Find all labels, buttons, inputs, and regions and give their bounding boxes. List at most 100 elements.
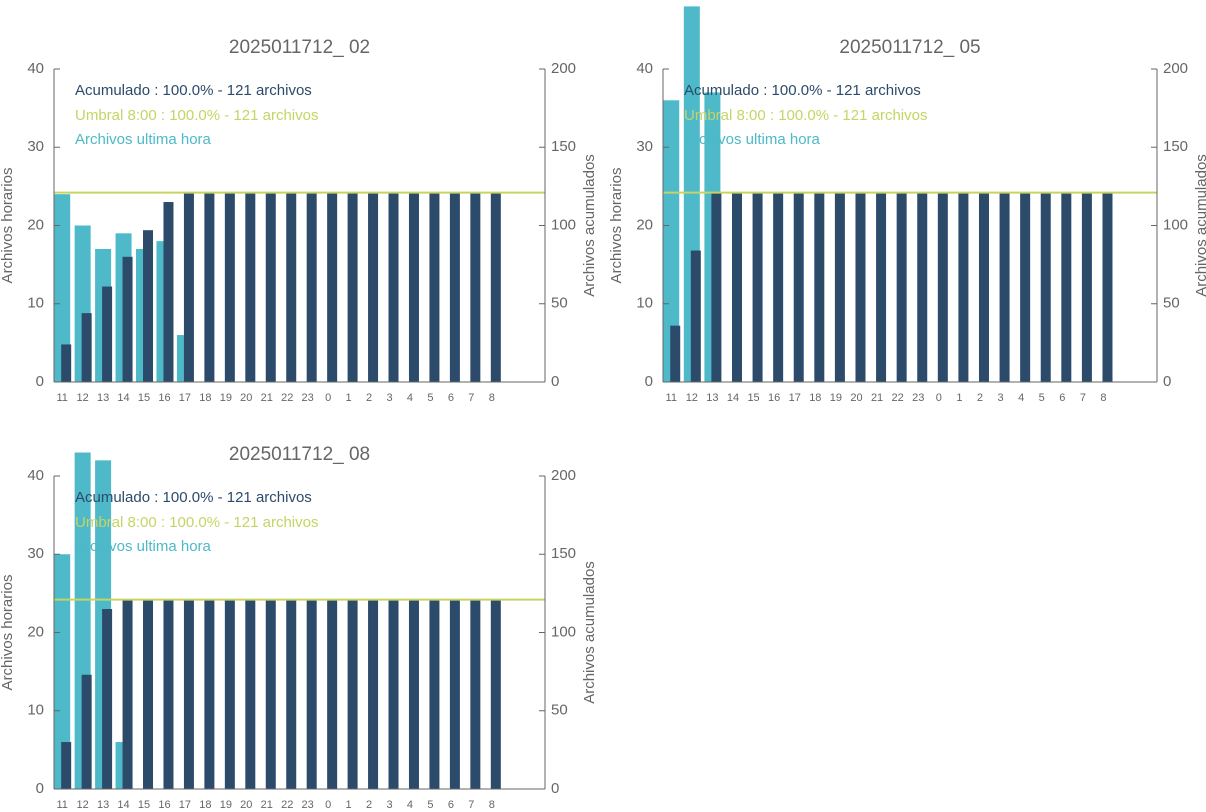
- y2-tick-label: 200: [551, 467, 576, 484]
- x-tick-label: 20: [850, 392, 862, 404]
- x-tick-label: 6: [448, 392, 454, 404]
- cumulative-bar: [163, 599, 174, 789]
- y-tick-label: 20: [27, 623, 44, 640]
- x-tick-label: 16: [768, 392, 780, 404]
- y2-tick-label: 200: [1163, 60, 1188, 77]
- cumulative-bar: [204, 599, 215, 789]
- x-tick-label: 22: [281, 799, 293, 811]
- x-tick-label: 8: [489, 392, 495, 404]
- cumulative-bar: [122, 256, 133, 382]
- legend-entry: Acumulado : 100.0% - 121 archivos: [75, 82, 312, 99]
- x-tick-label: 23: [912, 392, 924, 404]
- y2-tick-label: 100: [551, 623, 576, 640]
- y-tick-label: 20: [27, 216, 44, 233]
- cumulative-bar: [978, 192, 989, 382]
- x-tick-label: 13: [97, 392, 109, 404]
- cumulative-bar: [102, 286, 113, 382]
- cumulative-bar: [408, 192, 419, 382]
- cumulative-bar: [1081, 192, 1092, 382]
- x-tick-label: 0: [325, 799, 331, 811]
- x-tick-label: 12: [686, 392, 698, 404]
- cumulative-bar: [896, 192, 907, 382]
- x-tick-label: 17: [789, 392, 801, 404]
- cumulative-bar: [388, 599, 399, 789]
- x-tick-label: 20: [240, 392, 252, 404]
- y2-tick-label: 100: [551, 216, 576, 233]
- cumulative-bar: [1102, 192, 1113, 382]
- cumulative-bar: [773, 192, 784, 382]
- cumulative-bar: [368, 599, 379, 789]
- y2-tick-label: 50: [551, 702, 568, 719]
- y-axis-label: Archivos horarios: [0, 168, 16, 284]
- x-tick-label: 20: [240, 799, 252, 811]
- x-tick-label: 17: [179, 799, 191, 811]
- x-tick-label: 12: [77, 799, 89, 811]
- hourly-bar: [54, 194, 71, 382]
- cumulative-bar: [61, 344, 72, 382]
- y-tick-label: 10: [636, 295, 653, 312]
- hourly-bar: [54, 554, 71, 789]
- y2-tick-label: 0: [551, 373, 559, 390]
- x-tick-label: 7: [1080, 392, 1086, 404]
- x-tick-label: 21: [261, 392, 273, 404]
- y2-tick-label: 0: [1163, 373, 1171, 390]
- y-tick-label: 30: [636, 138, 653, 155]
- x-tick-label: 11: [56, 392, 67, 404]
- x-tick-label: 2: [977, 392, 983, 404]
- x-tick-label: 4: [407, 392, 413, 404]
- cumulative-bar: [490, 192, 501, 382]
- y-tick-label: 0: [645, 373, 653, 390]
- cumulative-bar: [102, 609, 113, 789]
- cumulative-bar: [490, 599, 501, 789]
- cumulative-bar: [408, 599, 419, 789]
- cumulative-bar: [183, 192, 194, 382]
- cumulative-bar: [204, 192, 215, 382]
- y2-axis-label: Archivos acumulados: [1193, 154, 1206, 297]
- y-tick-label: 10: [27, 295, 44, 312]
- cumulative-bar: [917, 192, 928, 382]
- x-tick-label: 15: [138, 799, 150, 811]
- cumulative-bar: [731, 192, 742, 382]
- cumulative-bar: [834, 192, 845, 382]
- x-tick-label: 2: [366, 392, 372, 404]
- x-tick-label: 14: [117, 799, 129, 811]
- x-tick-label: 21: [871, 392, 883, 404]
- cumulative-bar: [368, 192, 379, 382]
- cumulative-bar: [470, 192, 481, 382]
- x-tick-label: 12: [77, 392, 89, 404]
- x-tick-label: 7: [468, 392, 474, 404]
- cumulative-bar: [1020, 192, 1031, 382]
- y-tick-label: 10: [27, 702, 44, 719]
- cumulative-bar: [1061, 192, 1072, 382]
- x-tick-label: 22: [892, 392, 904, 404]
- legend-entry: Umbral 8:00 : 100.0% - 121 archivos: [75, 107, 318, 124]
- cumulative-bar: [143, 230, 154, 382]
- x-tick-label: 11: [56, 799, 67, 811]
- y2-tick-label: 0: [551, 780, 559, 797]
- cumulative-bar: [265, 192, 276, 382]
- y-tick-label: 0: [36, 373, 44, 390]
- cumulative-bar: [327, 599, 338, 789]
- x-tick-label: 17: [179, 392, 191, 404]
- x-tick-label: 22: [281, 392, 293, 404]
- cumulative-bar: [429, 599, 440, 789]
- y2-tick-label: 150: [1163, 138, 1188, 155]
- cumulative-bar: [429, 192, 440, 382]
- x-tick-label: 0: [936, 392, 942, 404]
- x-tick-label: 15: [138, 392, 150, 404]
- cumulative-bar: [306, 599, 317, 789]
- y2-tick-label: 150: [551, 138, 576, 155]
- cumulative-bar: [245, 192, 256, 382]
- legend-entry: Umbral 8:00 : 100.0% - 121 archivos: [75, 514, 318, 531]
- legend-entry: Archivos ultima hora: [75, 131, 212, 148]
- x-tick-label: 23: [302, 392, 314, 404]
- legend-entry: Archivos ultima hora: [684, 131, 821, 148]
- x-tick-label: 4: [407, 799, 413, 811]
- y-tick-label: 20: [636, 216, 653, 233]
- x-tick-label: 23: [302, 799, 314, 811]
- x-tick-label: 5: [427, 392, 433, 404]
- x-tick-label: 1: [346, 799, 352, 811]
- cumulative-bar: [224, 599, 235, 789]
